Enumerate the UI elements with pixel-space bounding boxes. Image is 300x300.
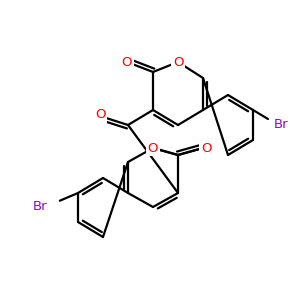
Text: O: O xyxy=(148,142,158,154)
Text: Br: Br xyxy=(33,200,47,214)
Text: O: O xyxy=(95,109,105,122)
Text: O: O xyxy=(122,56,132,68)
Text: Br: Br xyxy=(274,118,288,131)
Text: O: O xyxy=(201,142,211,154)
Text: O: O xyxy=(173,56,183,68)
